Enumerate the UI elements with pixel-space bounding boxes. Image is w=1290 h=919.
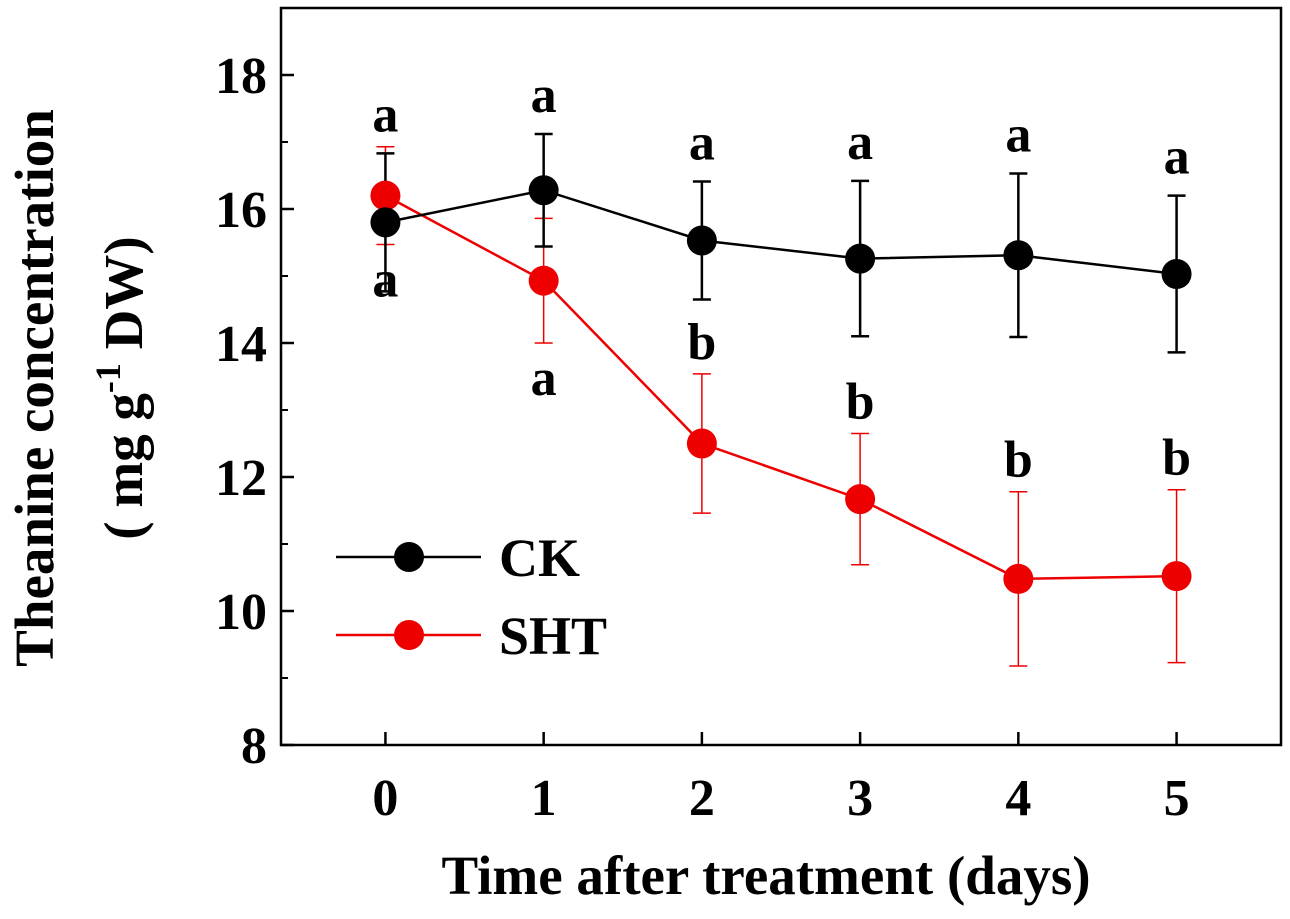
y-tick-label: 16	[215, 182, 267, 239]
sht-point	[1161, 561, 1192, 592]
lines-layer	[384, 188, 1177, 581]
y-tick-label: 8	[241, 718, 267, 775]
legend: CK SHT	[336, 528, 607, 666]
errorbars-layer	[376, 132, 1186, 667]
sht-legend-marker	[394, 620, 424, 650]
y-tick-label: 14	[215, 316, 267, 373]
sht-significance-label: b	[1004, 432, 1033, 489]
significance-layer: a a a a a a a a b b b b	[372, 67, 1191, 489]
ck-series-line	[385, 188, 1177, 276]
sht-point	[686, 428, 717, 459]
sht-point	[1003, 563, 1034, 594]
ck-significance-label: a	[1164, 129, 1190, 186]
ck-significance-label: a	[847, 114, 873, 171]
ck-significance-label: a	[1005, 106, 1031, 163]
sht-significance-label: b	[687, 314, 716, 371]
markers-layer	[370, 175, 1192, 594]
sht-significance-label: b	[1162, 430, 1191, 487]
x-axis-title: Time after treatment (days)	[441, 845, 1090, 906]
sht-significance-label: a	[531, 350, 557, 407]
sht-point	[845, 484, 876, 515]
y-tick-label: 12	[215, 450, 267, 507]
sht-significance-label: a	[372, 252, 398, 309]
ck-point	[370, 207, 401, 238]
y-axis-unit: ( mg g-1 DW)	[88, 236, 154, 539]
plot-frame	[279, 6, 1283, 747]
y-axis-title: Theanine concentration	[4, 109, 65, 667]
x-tick-label: 2	[689, 770, 715, 827]
ck-point	[1161, 258, 1192, 289]
ck-significance-label: a	[372, 86, 398, 143]
sht-series-line	[384, 194, 1177, 581]
y-tick-label: 10	[215, 584, 267, 641]
x-tick-label: 5	[1164, 770, 1190, 827]
ck-significance-label: a	[689, 115, 715, 172]
ck-point	[1003, 240, 1034, 271]
sht-legend-label: SHT	[499, 606, 607, 666]
sht-point	[528, 265, 559, 296]
y-tick-label: 18	[215, 48, 267, 105]
ck-point	[845, 243, 876, 274]
x-tick-label: 3	[847, 770, 873, 827]
sht-significance-label: b	[846, 373, 875, 430]
ck-point	[686, 225, 717, 256]
ck-legend-label: CK	[499, 528, 580, 588]
ck-significance-label: a	[531, 67, 557, 124]
x-tick-label: 1	[531, 770, 557, 827]
sht-point	[370, 180, 401, 211]
x-tick-label: 0	[372, 770, 398, 827]
ck-legend-marker	[394, 542, 424, 572]
ck-point	[528, 175, 559, 206]
x-tick-label: 4	[1005, 770, 1031, 827]
